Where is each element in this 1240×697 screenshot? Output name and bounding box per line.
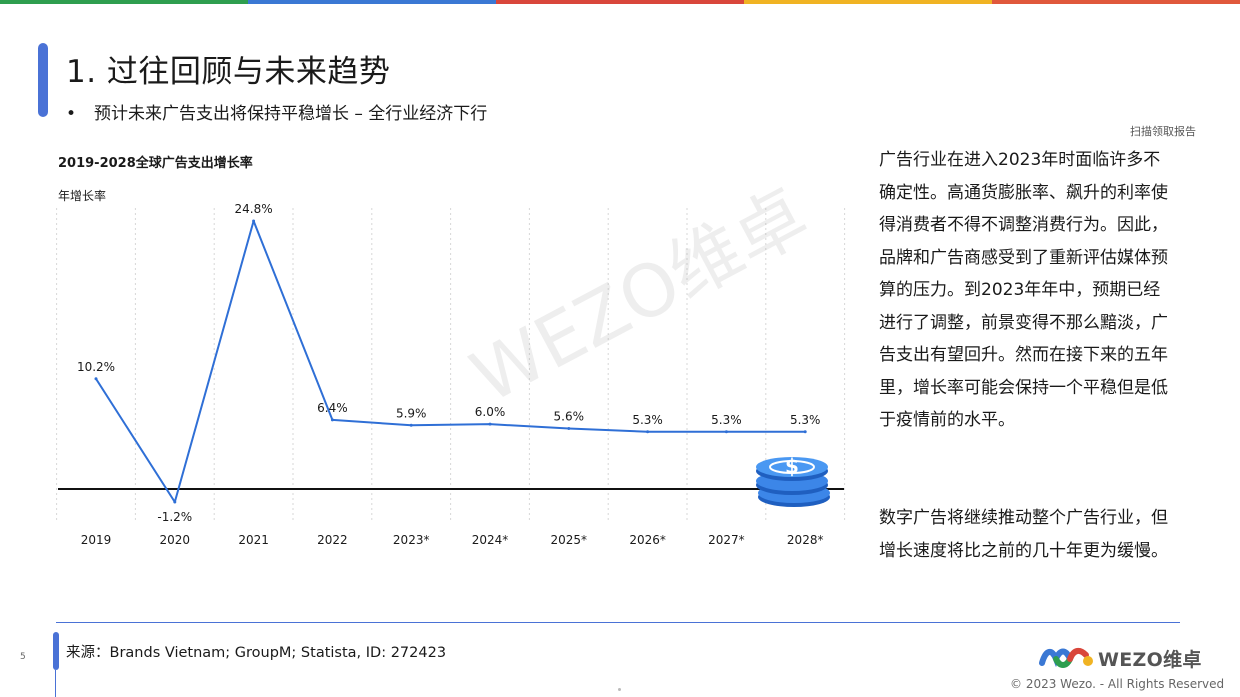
data-label: 5.9% xyxy=(396,406,427,420)
page-dot xyxy=(618,688,621,691)
source-citation: 来源：Brands Vietnam; GroupM; Statista, ID:… xyxy=(66,645,447,661)
subtitle-text: 预计未来广告支出将保持平稳增长 – 全行业经济下行 xyxy=(94,104,488,124)
y-axis-label: 年增长率 xyxy=(58,189,107,203)
source-accent-line xyxy=(55,670,56,697)
x-tick-label: 2025* xyxy=(551,533,588,547)
data-point xyxy=(330,418,334,422)
top-color-bar xyxy=(0,0,1240,4)
body-paragraph-1: 广告行业在进入2023年时面临许多不确定性。高通货膨胀率、飙升的利率使得消费者不… xyxy=(879,150,1168,430)
wezo-logo-icon xyxy=(1039,647,1093,668)
x-tick-label: 2021 xyxy=(238,533,269,547)
page-title: 1. 过往回顾与未来趋势 xyxy=(66,54,391,90)
data-label: 5.3% xyxy=(790,413,821,427)
x-tick-label: 2024* xyxy=(472,533,509,547)
data-label: 5.3% xyxy=(711,413,742,427)
data-label: 5.6% xyxy=(554,410,585,424)
svg-text:$: $ xyxy=(785,454,799,478)
data-point xyxy=(252,219,256,223)
data-label: 6.0% xyxy=(475,405,506,419)
x-tick-label: 2022 xyxy=(317,533,348,547)
top-bar-blue xyxy=(248,0,496,4)
coin-stack-icon: $ xyxy=(756,454,830,507)
data-point xyxy=(94,377,98,381)
top-bar-orange xyxy=(992,0,1240,4)
data-point xyxy=(488,422,492,426)
top-bar-green xyxy=(0,0,248,4)
source-accent-bar xyxy=(53,632,59,670)
data-point xyxy=(173,500,177,504)
chart-grid xyxy=(56,208,846,522)
data-label: -1.2% xyxy=(157,510,192,524)
top-bar-yellow xyxy=(744,0,992,4)
page-subtitle: • 预计未来广告支出将保持平稳增长 – 全行业经济下行 xyxy=(66,99,487,124)
growth-line-chart: 10.2% 2019 -1.2% 2020 24.8% 2021 6.4% 2022 5.9% 2… xyxy=(56,202,846,547)
x-tick-label: 2026* xyxy=(629,533,666,547)
x-tick-label: 2023* xyxy=(393,533,430,547)
x-tick-label: 2027* xyxy=(708,533,745,547)
series-line xyxy=(95,220,806,503)
data-point xyxy=(567,427,571,431)
chart-labels: 10.2% 2019 -1.2% 2020 24.8% 2021 6.4% 2022 5.9% 2… xyxy=(77,202,824,547)
bullet: • xyxy=(66,104,77,124)
page-number: 5 xyxy=(20,652,26,662)
x-tick-label: 2020 xyxy=(160,533,191,547)
data-label: 5.3% xyxy=(632,413,663,427)
data-point xyxy=(803,430,807,434)
data-label: 24.8% xyxy=(235,202,273,216)
title-accent-bar xyxy=(38,43,48,117)
data-label: 6.4% xyxy=(317,401,348,415)
logo-text: WEZO维卓 xyxy=(1098,649,1202,671)
data-point xyxy=(409,423,413,427)
data-point xyxy=(646,430,650,434)
scan-note: 扫描领取报告 xyxy=(1130,125,1196,138)
footer-divider xyxy=(56,622,1180,623)
x-tick-label: 2019 xyxy=(81,533,112,547)
top-bar-red xyxy=(496,0,744,4)
data-point xyxy=(724,430,728,434)
copyright: © 2023 Wezo. - All Rights Reserved xyxy=(1010,677,1225,691)
x-tick-label: 2028* xyxy=(787,533,824,547)
body-paragraph-2: 数字广告将继续推动整个广告行业，但增长速度将比之前的几十年更为缓慢。 xyxy=(879,508,1168,561)
data-label: 10.2% xyxy=(77,360,115,374)
chart-title: 2019-2028全球广告支出增长率 xyxy=(58,156,253,171)
